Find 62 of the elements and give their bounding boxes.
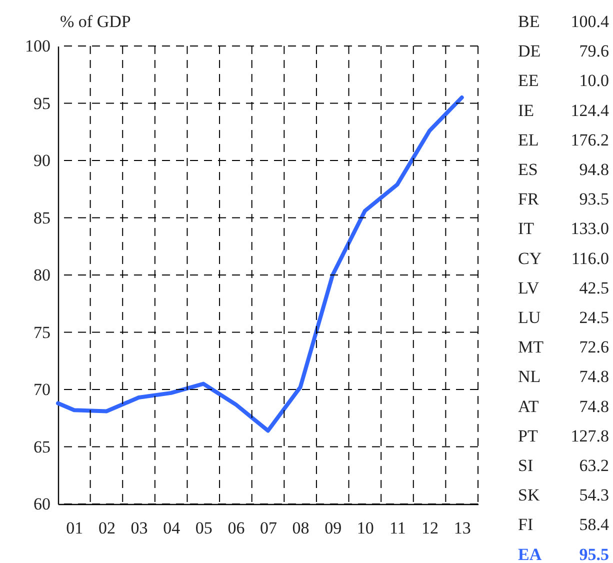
text: 42.5 [579, 278, 609, 298]
text: DE [518, 42, 541, 61]
text: PT [518, 426, 538, 446]
text: 10.0 [579, 71, 609, 90]
text: SK [518, 486, 540, 505]
x-tick-label: 10 [356, 518, 374, 538]
x-tick-label: 12 [422, 518, 439, 538]
y-tick-label: 85 [34, 208, 50, 228]
text: LV [518, 278, 540, 298]
text: LU [518, 308, 541, 327]
text: IE [518, 100, 534, 120]
text: FI [518, 515, 534, 534]
text: 54.3 [579, 486, 609, 505]
y-tick-label: 90 [34, 151, 50, 170]
text: CY [518, 248, 542, 268]
text: 94.8 [579, 160, 609, 179]
text: EA [518, 544, 542, 563]
text: 95.5 [579, 544, 609, 563]
text: 58.4 [579, 515, 610, 534]
text: IT [518, 219, 535, 238]
y-tick-label: 80 [34, 266, 50, 284]
x-tick-label: 03 [130, 518, 148, 538]
text: 93.5 [579, 190, 609, 209]
x-tick-label: 05 [195, 518, 212, 538]
text: 116.0 [571, 248, 609, 268]
text: 63.2 [579, 456, 609, 475]
text: 72.6 [579, 338, 609, 357]
y-tick-label: 60 [34, 494, 50, 514]
text: SI [518, 456, 534, 475]
text: MT [518, 338, 544, 357]
text: 127.8 [570, 426, 609, 446]
y-tick-label: 95 [34, 94, 50, 113]
x-tick-label: 11 [390, 518, 406, 538]
x-tick-label: 02 [98, 518, 116, 538]
y-tick-label: 65 [34, 437, 50, 456]
text: FR [518, 190, 540, 209]
text: 176.2 [570, 130, 609, 150]
y-axis-title: % of GDP [60, 12, 131, 31]
x-tick-label: 01 [66, 518, 84, 538]
y-tick-label: 70 [34, 380, 50, 399]
text: ES [518, 160, 538, 179]
x-tick-label: 08 [292, 518, 310, 538]
text: 74.8 [579, 367, 609, 386]
x-tick-label: 13 [454, 518, 471, 538]
text: EE [518, 71, 539, 90]
x-tick-label: 06 [228, 518, 245, 538]
text: 100.4 [570, 12, 610, 31]
line-series [56, 96, 464, 433]
x-tick-label: 09 [324, 518, 342, 538]
text: 79.6 [579, 42, 609, 61]
x-tick-label: 04 [163, 518, 181, 538]
text: 74.8 [579, 396, 609, 416]
y-tick-label: 75 [34, 322, 50, 342]
y-tick-label: 100 [25, 36, 50, 56]
text: NL [518, 367, 541, 386]
x-tick-label: 07 [260, 518, 278, 538]
text: BE [518, 12, 540, 31]
text: 124.4 [570, 100, 610, 120]
text: EL [518, 130, 539, 150]
text: 24.5 [579, 308, 609, 327]
text: 133.0 [570, 219, 609, 238]
text: AT [518, 396, 540, 416]
